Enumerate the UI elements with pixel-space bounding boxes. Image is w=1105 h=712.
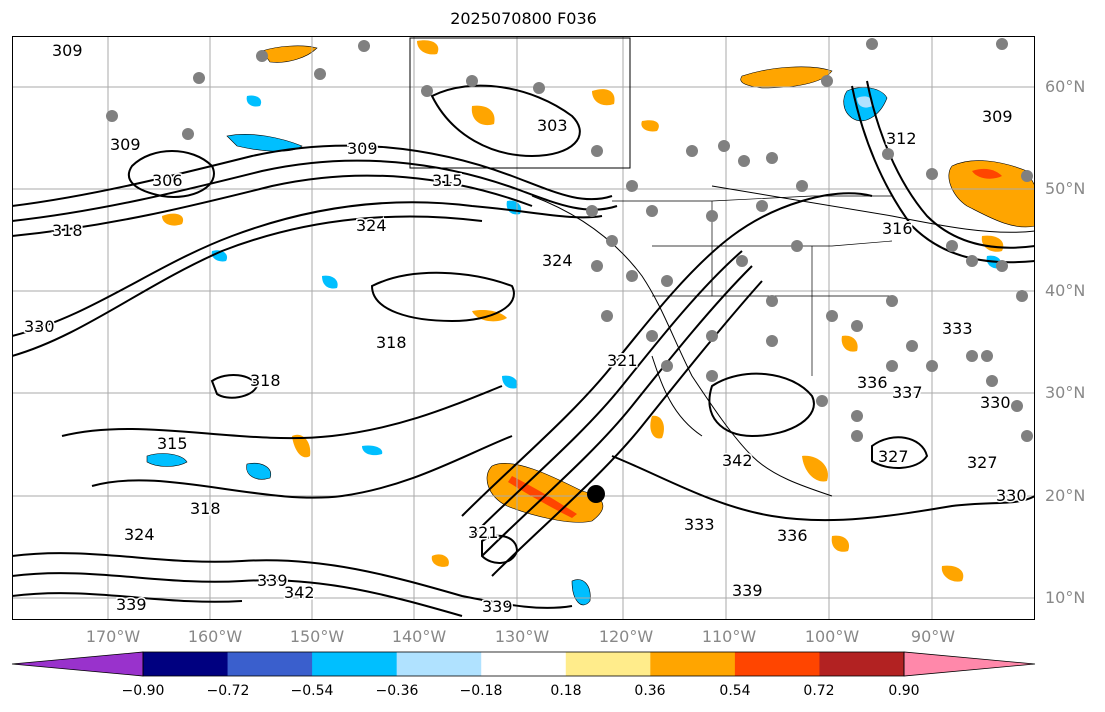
lat-label-20n: 20°N	[1045, 486, 1086, 505]
contour-label: 333	[942, 319, 973, 338]
contour-label: 318	[190, 499, 221, 518]
contour-label: 306	[152, 171, 183, 190]
colorbar-tick: 0.54	[719, 683, 751, 699]
contour-label: 339	[732, 581, 763, 600]
contour-label: 337	[892, 383, 923, 402]
colorbar-tick: −0.72	[206, 683, 250, 699]
lon-label-140w: 140°W	[391, 627, 447, 646]
colorbar-tick: −0.90	[121, 683, 165, 699]
lon-label-100w: 100°W	[804, 627, 860, 646]
lat-label-30n: 30°N	[1045, 383, 1086, 402]
lat-label-40n: 40°N	[1045, 281, 1086, 300]
contour-label: 330	[996, 486, 1027, 505]
contour-label: 330	[24, 317, 55, 336]
colorbar-segment	[734, 652, 820, 676]
map-title: 2025070800 F036	[450, 9, 597, 28]
contour-label: 333	[684, 515, 715, 534]
colorbar-segment	[565, 652, 651, 676]
colorbar-segment	[143, 652, 229, 676]
contour-label: 339	[482, 597, 513, 616]
contour-label: 324	[124, 525, 155, 544]
lon-label-160w: 160°W	[187, 627, 243, 646]
contour-label: 342	[722, 451, 753, 470]
contour-label: 336	[777, 526, 808, 545]
graticule	[12, 36, 1035, 620]
contour-label: 312	[886, 129, 917, 148]
contour-label: 336	[857, 373, 888, 392]
contour-label: 339	[116, 595, 147, 614]
colorbar-tick: 0.18	[550, 683, 582, 699]
map-frame	[12, 36, 1035, 620]
colorbar-tick: −0.36	[375, 683, 419, 699]
contour-label: 321	[607, 351, 638, 370]
contour-label: 327	[967, 453, 998, 472]
colorbar-max-extension	[903, 651, 1036, 677]
colorbar-segment	[312, 652, 398, 676]
colorbar-tick: 0.72	[803, 683, 835, 699]
colorbar-tick: 0.36	[634, 683, 666, 699]
contour-label: 327	[878, 447, 909, 466]
contour-label: 318	[52, 221, 83, 240]
contour-label: 339	[257, 571, 288, 590]
contour-label: 315	[157, 434, 188, 453]
coastlines	[409, 37, 1035, 497]
contour-label: 315	[432, 171, 463, 190]
colorbar-tick: −0.18	[459, 683, 503, 699]
colorbar-segment	[819, 652, 905, 676]
contour-label: 324	[542, 251, 573, 270]
shaded-field	[146, 40, 1035, 606]
contour-label: 316	[882, 219, 913, 238]
contour-label: 309	[347, 139, 378, 158]
colorbar	[11, 651, 1036, 677]
contour-label: 303	[537, 116, 568, 135]
colorbar-segment	[481, 652, 567, 676]
lon-label-170w: 170°W	[85, 627, 141, 646]
contour-label-group: 309 309 306 303 309 315 324 324 318 330 …	[23, 40, 1029, 618]
contour-label: 330	[980, 393, 1011, 412]
colorbar-tick: 0.90	[888, 683, 920, 699]
colorbar-min-extension	[11, 651, 144, 677]
contour-label: 309	[982, 107, 1013, 126]
contour-label: 318	[376, 333, 407, 352]
lat-label-50n: 50°N	[1045, 179, 1086, 198]
lon-label-90w: 90°W	[910, 627, 956, 646]
colorbar-segment	[396, 652, 482, 676]
station-dots	[106, 38, 1033, 442]
contour-label: 309	[52, 41, 83, 60]
map-panel: 309 309 306 303 309 315 324 324 318 330 …	[12, 36, 1035, 620]
colorbar-segment	[227, 652, 313, 676]
lon-label-130w: 130°W	[494, 627, 550, 646]
contour-lines	[12, 80, 1035, 617]
colorbar-tick: −0.54	[290, 683, 334, 699]
contour-label: 342	[284, 583, 315, 602]
contour-label: 324	[356, 216, 387, 235]
lon-label-110w: 110°W	[701, 627, 757, 646]
storm-center-marker	[587, 485, 605, 503]
contour-label: 309	[110, 135, 141, 154]
lon-label-120w: 120°W	[598, 627, 654, 646]
lon-label-150w: 150°W	[289, 627, 345, 646]
contour-label: 321	[468, 523, 499, 542]
colorbar-segment	[650, 652, 736, 676]
lat-label-60n: 60°N	[1045, 77, 1086, 96]
lat-label-10n: 10°N	[1045, 588, 1086, 607]
contour-label: 318	[250, 371, 281, 390]
